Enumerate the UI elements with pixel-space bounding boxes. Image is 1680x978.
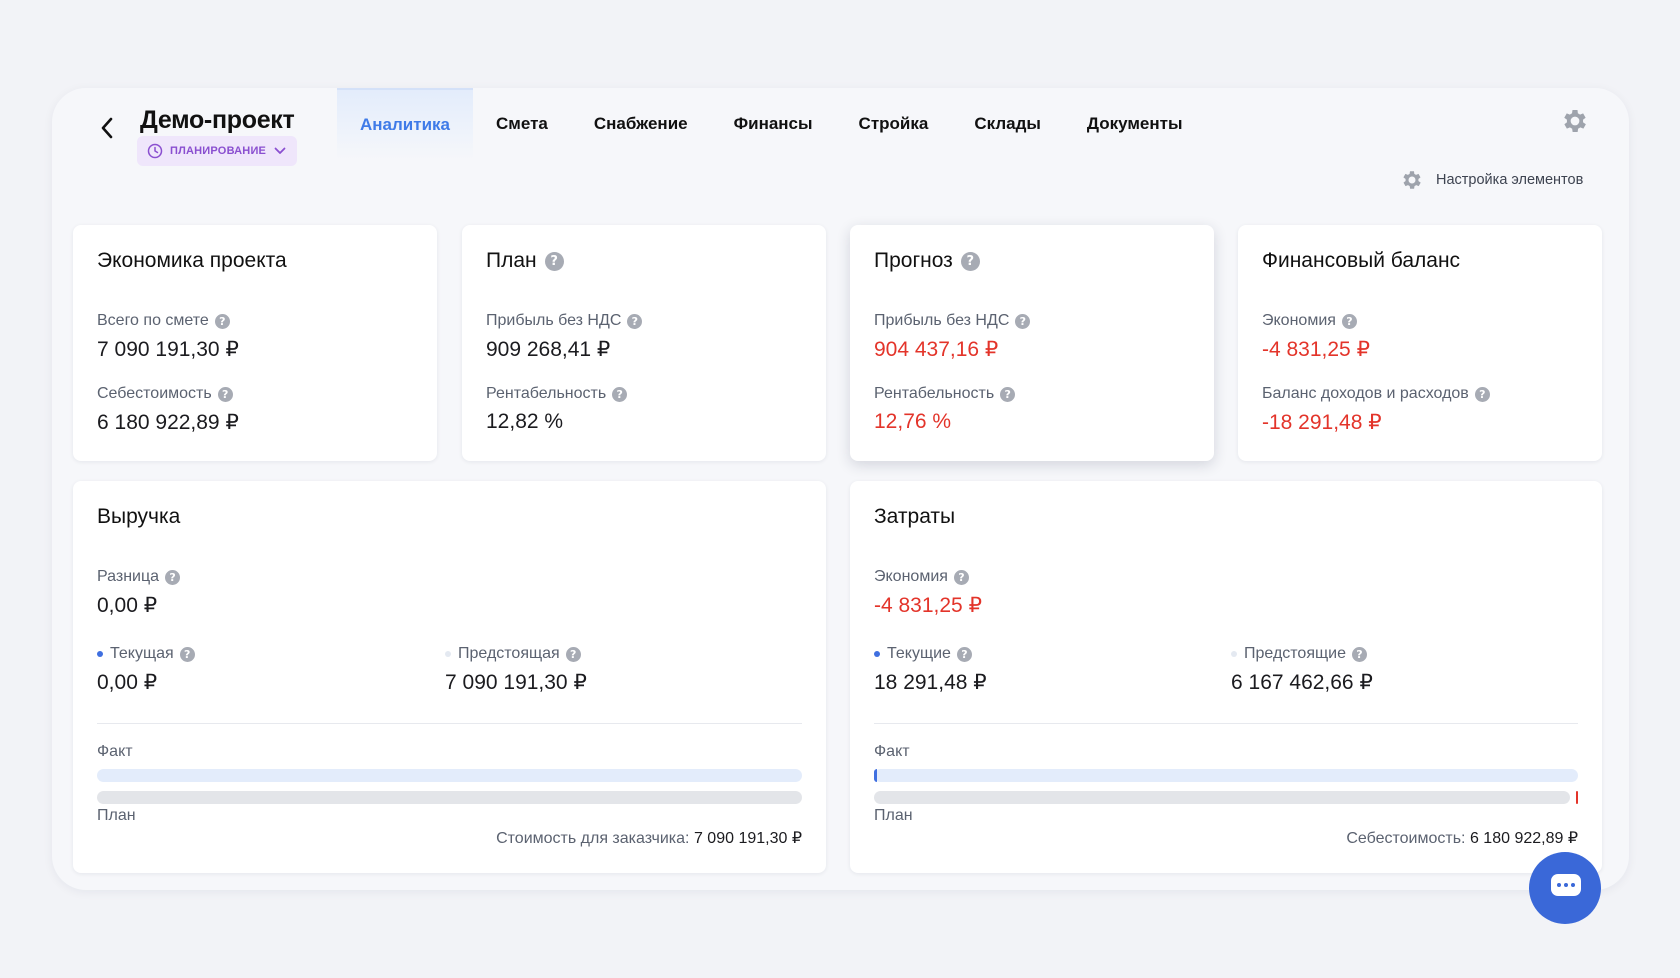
plan-bar	[874, 791, 1570, 804]
card-title: План?	[486, 249, 564, 273]
costs-savings-value: -4 831,25 ₽	[874, 594, 982, 617]
tab-warehouses[interactable]: Склады	[974, 114, 1041, 133]
economics-card: Экономика проекта Всего по смете? 7 090 …	[73, 225, 437, 461]
help-icon[interactable]: ?	[953, 569, 969, 585]
income-expense-balance-value: -18 291,48 ₽	[1262, 411, 1382, 434]
cost-price-label: Себестоимость?	[97, 385, 233, 403]
divider	[97, 723, 802, 724]
help-icon[interactable]: ?	[1015, 313, 1031, 329]
cost-price-total: Себестоимость: 6 180 922,89 ₽	[1346, 830, 1578, 847]
costs-upcoming-label: Предстоящие?	[1231, 645, 1367, 663]
help-icon[interactable]: ?	[179, 646, 195, 662]
help-icon[interactable]: ?	[214, 313, 230, 329]
plan-profit-label: Прибыль без НДС?	[486, 312, 643, 330]
help-icon[interactable]: ?	[1352, 646, 1367, 662]
status-dropdown[interactable]: ПЛАНИРОВАНИЕ	[137, 136, 298, 166]
forecast-profit-label: Прибыль без НДС?	[874, 312, 1031, 330]
forecast-card: Прогноз? Прибыль без НДС? 904 437,16 ₽ Р…	[850, 225, 1214, 461]
fact-bar-fill	[874, 769, 877, 782]
clock-icon	[147, 143, 163, 159]
revenue-diff-value: 0,00 ₽	[97, 594, 158, 617]
card-title: Затраты	[874, 505, 956, 528]
cost-price-value: 6 180 922,89 ₽	[97, 411, 239, 434]
revenue-upcoming-value: 7 090 191,30 ₽	[445, 671, 587, 694]
chevron-down-icon	[274, 147, 286, 154]
plan-card: План? Прибыль без НДС? 909 268,41 ₽ Рент…	[462, 225, 826, 461]
revenue-current-value: 0,00 ₽	[97, 671, 158, 694]
tab-bar: Аналитика Смета Снабжение Финансы Стройк…	[337, 88, 1206, 160]
help-icon[interactable]: ?	[165, 569, 181, 585]
financial-balance-card: Финансовый баланс Экономия? -4 831,25 ₽ …	[1238, 225, 1602, 461]
tab-construction[interactable]: Стройка	[858, 114, 929, 133]
card-title: Финансовый баланс	[1262, 249, 1461, 272]
help-icon[interactable]: ?	[1474, 386, 1490, 402]
help-icon[interactable]: ?	[544, 251, 564, 271]
legend-dot	[445, 651, 451, 657]
plan-margin-value: 12,82 %	[486, 410, 564, 433]
balance-savings-value: -4 831,25 ₽	[1262, 338, 1370, 361]
legend-dot	[97, 651, 103, 657]
card-title: Выручка	[97, 505, 181, 528]
divider	[874, 723, 1578, 724]
plan-label: План	[97, 807, 136, 824]
gear-icon[interactable]	[1560, 106, 1590, 136]
help-icon[interactable]: ?	[627, 313, 643, 329]
fact-bar	[874, 769, 1578, 782]
element-settings-label: Настройка элементов	[1436, 172, 1584, 188]
costs-card: Затраты Экономия? -4 831,25 ₽ Текущие? 1…	[850, 481, 1602, 873]
project-frame: Демо-проект ПЛАНИРОВАНИЕ Аналитика Смета…	[52, 88, 1629, 890]
total-estimate-label: Всего по смете?	[97, 312, 230, 330]
back-button[interactable]	[92, 108, 122, 148]
help-icon[interactable]: ?	[565, 646, 581, 662]
costs-current-label: Текущие?	[874, 645, 972, 663]
card-title: Прогноз?	[874, 249, 980, 273]
help-icon[interactable]: ?	[956, 646, 972, 662]
plan-bar	[97, 791, 802, 804]
card-title: Экономика проекта	[97, 249, 287, 272]
revenue-upcoming-label: Предстоящая?	[445, 645, 581, 663]
costs-savings-label: Экономия?	[874, 568, 969, 586]
legend-dot	[1231, 651, 1237, 657]
status-label: ПЛАНИРОВАНИЕ	[170, 145, 267, 157]
fact-label: Факт	[874, 743, 910, 760]
income-expense-balance-label: Баланс доходов и расходов?	[1262, 385, 1490, 403]
chevron-left-icon	[101, 117, 113, 139]
plan-margin-label: Рентабельность?	[486, 385, 628, 403]
help-icon[interactable]: ?	[1341, 313, 1357, 329]
revenue-current-label: Текущая?	[97, 645, 195, 663]
legend-dot	[874, 651, 880, 657]
fact-label: Факт	[97, 743, 133, 760]
tab-supply[interactable]: Снабжение	[593, 114, 688, 133]
customer-cost: Стоимость для заказчика: 7 090 191,30 ₽	[496, 830, 802, 847]
forecast-profit-value: 904 437,16 ₽	[874, 338, 999, 361]
element-settings-button[interactable]: Настройка элементов	[1400, 168, 1583, 192]
revenue-card: Выручка Разница? 0,00 ₽ Текущая? 0,00 ₽ …	[73, 481, 826, 873]
plan-overrun-marker	[1576, 791, 1578, 804]
forecast-margin-label: Рентабельность?	[874, 385, 1016, 403]
chat-button[interactable]	[1529, 852, 1601, 924]
balance-savings-label: Экономия?	[1262, 312, 1357, 330]
chat-bubble-icon	[1551, 874, 1581, 896]
forecast-margin-value: 12,76 %	[874, 410, 952, 433]
tab-documents[interactable]: Документы	[1086, 114, 1183, 133]
plan-profit-value: 909 268,41 ₽	[486, 338, 611, 361]
help-icon[interactable]: ?	[612, 386, 628, 402]
tab-analytics[interactable]: Аналитика	[337, 88, 473, 160]
total-estimate-value: 7 090 191,30 ₽	[97, 338, 239, 361]
help-icon[interactable]: ?	[217, 386, 233, 402]
gear-icon	[1403, 171, 1421, 189]
plan-label: План	[874, 807, 913, 824]
costs-upcoming-value: 6 167 462,66 ₽	[1231, 671, 1373, 694]
help-icon[interactable]: ?	[1000, 386, 1016, 402]
help-icon[interactable]: ?	[960, 251, 980, 271]
tab-finance[interactable]: Финансы	[733, 114, 813, 133]
revenue-diff-label: Разница?	[97, 568, 181, 586]
tab-estimate[interactable]: Смета	[496, 114, 548, 133]
project-title: Демо-проект	[140, 106, 295, 134]
fact-bar	[97, 769, 802, 782]
costs-current-value: 18 291,48 ₽	[874, 671, 987, 694]
